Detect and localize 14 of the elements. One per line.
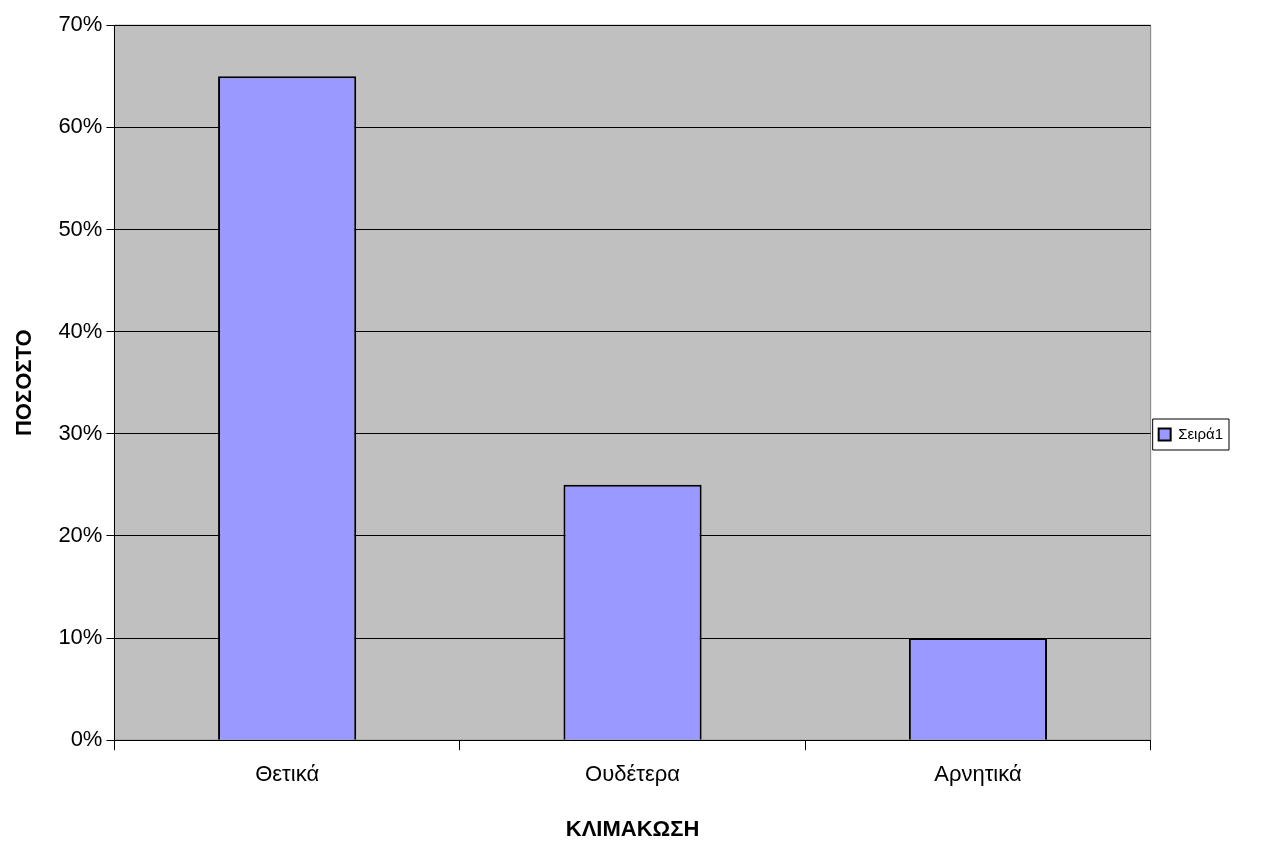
y-tick-label: 10% bbox=[58, 624, 103, 650]
y-tick-label: 50% bbox=[58, 215, 103, 241]
y-tick-label: 30% bbox=[58, 419, 103, 445]
legend-label: Σειρά1 bbox=[1178, 424, 1223, 442]
x-axis-title: ΚΛΙΜΑΚΩΣΗ bbox=[565, 815, 700, 841]
y-tick-label: 40% bbox=[58, 317, 103, 343]
y-tick-label: 0% bbox=[70, 726, 103, 752]
x-tick-label: Ουδέτερα bbox=[585, 761, 681, 787]
x-tick-label: Αρνητικά bbox=[934, 761, 1022, 787]
y-tick-label: 60% bbox=[58, 113, 103, 139]
x-tick-label: Θετικά bbox=[255, 761, 320, 787]
y-tick-label: 70% bbox=[58, 11, 103, 37]
y-axis-title: ΠΟΣΟΣΤΟ bbox=[11, 329, 37, 437]
y-tick-label: 20% bbox=[58, 521, 103, 547]
